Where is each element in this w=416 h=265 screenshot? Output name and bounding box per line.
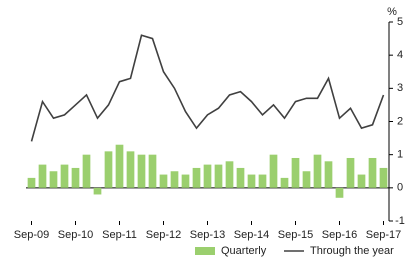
bar xyxy=(313,154,322,188)
y-tick-label: -1 xyxy=(395,215,405,227)
y-axis-label: % xyxy=(387,6,397,18)
bar xyxy=(104,151,113,188)
bar xyxy=(291,157,300,188)
bar xyxy=(60,164,69,188)
y-tick-label: 3 xyxy=(397,82,403,94)
bar xyxy=(236,167,245,188)
legend-label: Quarterly xyxy=(221,245,267,257)
x-tick-label: Sep-09 xyxy=(14,229,49,241)
x-tick-label: Sep-15 xyxy=(278,229,313,241)
bar xyxy=(126,151,135,188)
bar xyxy=(214,164,223,188)
bar xyxy=(93,187,102,195)
bar xyxy=(258,174,267,188)
bar xyxy=(159,174,168,188)
bar xyxy=(38,164,47,188)
legend-label: Through the year xyxy=(310,245,394,257)
bar xyxy=(170,171,179,188)
bar xyxy=(192,167,201,188)
legend-swatch xyxy=(195,247,215,255)
x-tick-label: Sep-14 xyxy=(234,229,269,241)
bar xyxy=(82,154,91,188)
x-tick-label: Sep-16 xyxy=(322,229,357,241)
line xyxy=(30,34,385,142)
bar xyxy=(71,167,80,188)
bar xyxy=(181,174,190,188)
bar xyxy=(203,164,212,188)
bar xyxy=(225,161,234,188)
bar xyxy=(280,177,289,188)
bar xyxy=(269,154,278,188)
bar xyxy=(27,177,36,188)
bar xyxy=(335,187,344,198)
x-tick-label: Sep-17 xyxy=(366,229,401,241)
bar xyxy=(302,171,311,188)
y-tick-label: 0 xyxy=(397,182,403,194)
x-tick-label: Sep-12 xyxy=(146,229,181,241)
y-tick-label: 4 xyxy=(397,49,403,61)
y-tick-label: 5 xyxy=(397,16,403,28)
bar xyxy=(247,174,256,188)
y-tick-label: 1 xyxy=(397,149,403,161)
bar xyxy=(148,154,157,188)
x-tick-label: Sep-13 xyxy=(190,229,225,241)
bar xyxy=(49,171,58,188)
bar xyxy=(115,144,124,188)
x-tick-label: Sep-10 xyxy=(58,229,93,241)
bar xyxy=(346,157,355,188)
bar xyxy=(357,174,366,188)
x-tick-label: Sep-11 xyxy=(102,229,137,241)
bar xyxy=(379,167,388,188)
bar xyxy=(368,157,377,188)
y-tick-label: 2 xyxy=(397,115,403,127)
bar xyxy=(137,154,146,188)
bar xyxy=(324,161,333,188)
